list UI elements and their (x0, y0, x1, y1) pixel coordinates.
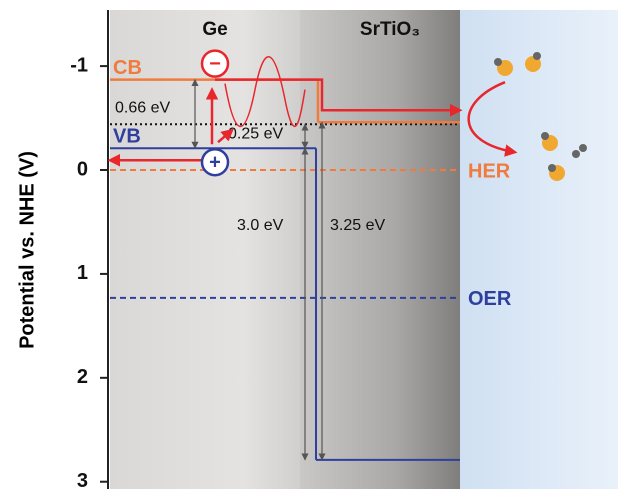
annotation: 0.66 eV (115, 99, 170, 116)
carrier-label: + (209, 151, 221, 173)
y-tick-label: 2 (77, 366, 88, 388)
carrier (200, 147, 230, 177)
annotation: 3.25 eV (330, 217, 385, 234)
annotation: 3.0 eV (237, 217, 284, 234)
electrolyte-region (460, 10, 618, 489)
y-tick-label: 3 (77, 470, 88, 489)
material-label: SrTiO₃ (360, 19, 420, 40)
material-label: Ge (202, 19, 227, 40)
redox-label: HER (468, 160, 511, 182)
ge-region (110, 10, 300, 489)
electron-path (215, 78, 463, 117)
y-tick-label: 0 (77, 158, 88, 180)
annotation: 0.25 eV (228, 125, 283, 142)
y-tick-label: -1 (70, 54, 88, 76)
y-axis-label: Potential vs. NHE (V) (16, 151, 38, 349)
band-label: VB (113, 125, 141, 147)
her-path (467, 81, 518, 157)
carrier (200, 49, 230, 78)
molecules (494, 52, 587, 181)
carrier-label: − (209, 53, 221, 75)
sto-region (300, 10, 460, 489)
exciton-path (212, 90, 232, 145)
band-label: CB (113, 57, 142, 79)
y-tick-label: 1 (77, 262, 88, 284)
redox-label: OER (468, 288, 512, 310)
